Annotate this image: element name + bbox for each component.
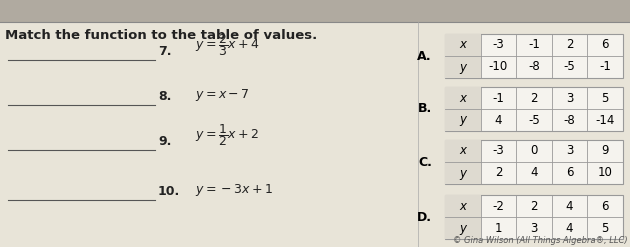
Text: y: y xyxy=(459,114,466,126)
Bar xyxy=(445,195,481,239)
Text: -3: -3 xyxy=(493,39,504,52)
Text: C.: C. xyxy=(418,156,432,168)
Text: y: y xyxy=(459,166,466,180)
Text: 5: 5 xyxy=(602,91,609,104)
Bar xyxy=(445,87,481,131)
Text: 2: 2 xyxy=(530,200,538,212)
Text: x: x xyxy=(459,39,466,52)
Text: B.: B. xyxy=(418,103,432,116)
Text: 10: 10 xyxy=(598,166,612,180)
Text: -10: -10 xyxy=(489,61,508,74)
Text: -1: -1 xyxy=(599,61,611,74)
Text: 3: 3 xyxy=(566,91,573,104)
Text: -8: -8 xyxy=(528,61,540,74)
Text: 4: 4 xyxy=(495,114,502,126)
Text: 4: 4 xyxy=(566,200,573,212)
Text: -5: -5 xyxy=(528,114,540,126)
Text: -2: -2 xyxy=(493,200,505,212)
Text: $y=x-7$: $y=x-7$ xyxy=(195,87,249,103)
Text: 1: 1 xyxy=(495,222,502,234)
Text: 2: 2 xyxy=(495,166,502,180)
Text: 4: 4 xyxy=(530,166,538,180)
Text: 9.: 9. xyxy=(158,135,171,148)
Bar xyxy=(0,0,630,22)
Text: 2: 2 xyxy=(566,39,573,52)
Text: -1: -1 xyxy=(493,91,505,104)
Text: © Gina Wilson (All Things Algebra®, LLC): © Gina Wilson (All Things Algebra®, LLC) xyxy=(454,236,628,245)
Text: x: x xyxy=(459,144,466,158)
Text: 5: 5 xyxy=(602,222,609,234)
Text: 6: 6 xyxy=(602,39,609,52)
Text: x: x xyxy=(459,91,466,104)
Text: 0: 0 xyxy=(530,144,537,158)
Bar xyxy=(445,87,623,131)
Text: -5: -5 xyxy=(564,61,575,74)
Text: A.: A. xyxy=(417,49,432,62)
Text: x: x xyxy=(459,200,466,212)
Bar xyxy=(445,34,481,78)
Text: $y=\dfrac{1}{2}x+2$: $y=\dfrac{1}{2}x+2$ xyxy=(195,122,259,148)
Text: -14: -14 xyxy=(595,114,615,126)
Text: -8: -8 xyxy=(564,114,575,126)
Text: -1: -1 xyxy=(528,39,540,52)
Text: -3: -3 xyxy=(493,144,504,158)
Text: y: y xyxy=(459,222,466,234)
Bar xyxy=(445,140,623,184)
Bar xyxy=(445,140,481,184)
Text: Match the function to the table of values.: Match the function to the table of value… xyxy=(5,29,318,42)
Text: 7.: 7. xyxy=(158,45,171,58)
Text: 3: 3 xyxy=(566,144,573,158)
Text: 6: 6 xyxy=(602,200,609,212)
Text: 4: 4 xyxy=(566,222,573,234)
Text: 3: 3 xyxy=(530,222,537,234)
Text: 9: 9 xyxy=(602,144,609,158)
Text: y: y xyxy=(459,61,466,74)
Bar xyxy=(445,195,623,239)
Text: D.: D. xyxy=(417,210,432,224)
Text: 6: 6 xyxy=(566,166,573,180)
Text: 10.: 10. xyxy=(158,185,180,198)
Text: $y=\dfrac{2}{3}x+4$: $y=\dfrac{2}{3}x+4$ xyxy=(195,32,260,58)
Bar xyxy=(445,34,623,78)
Text: 2: 2 xyxy=(530,91,538,104)
Text: $y=-3x+1$: $y=-3x+1$ xyxy=(195,182,273,198)
Text: 8.: 8. xyxy=(158,90,171,103)
